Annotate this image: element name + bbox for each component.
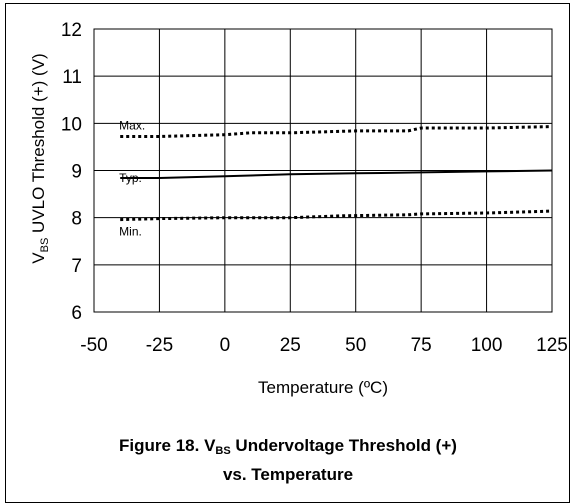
series-line-min	[120, 209, 553, 222]
x-tick-labels: -50 -25 0 25 50 75 100 125	[80, 335, 568, 356]
y-tick-label: 10	[61, 114, 82, 135]
y-axis-label-sub: BS	[39, 238, 51, 253]
series-label: Typ.	[119, 171, 142, 185]
x-tick-label: 50	[345, 335, 366, 356]
x-tick-label: 25	[280, 335, 301, 356]
y-tick-label: 7	[71, 256, 82, 277]
caption-sub: BS	[215, 445, 231, 457]
x-tick-label: -50	[80, 335, 107, 356]
series-label: Min.	[119, 225, 142, 239]
caption-suffix: Undervoltage Threshold (+)	[230, 436, 457, 455]
y-tick-label: 12	[61, 20, 82, 41]
caption-line-2: vs. Temperature	[222, 465, 354, 484]
x-axis-label: Temperature (ºC)	[258, 378, 388, 397]
y-axis-label-suffix: UVLO Threshold (+) (V)	[29, 53, 48, 237]
series-line-typ	[120, 169, 553, 179]
y-tick-label: 9	[71, 162, 82, 183]
y-tick-label: 6	[71, 303, 82, 324]
x-tick-label: -25	[146, 335, 173, 356]
caption-prefix: Figure 18. V	[119, 436, 216, 455]
y-tick-labels: 6 7 8 9 10 11 12	[61, 20, 82, 324]
figure-caption: Figure 18. VBS Undervoltage Threshold (+…	[0, 434, 576, 487]
series-layer	[120, 125, 553, 222]
series-line-max	[120, 125, 553, 138]
caption-line-1: Figure 18. VBS Undervoltage Threshold (+…	[0, 434, 576, 463]
x-tick-label: 100	[471, 335, 503, 356]
x-tick-label: 125	[536, 335, 568, 356]
series-label: Max.	[119, 119, 145, 133]
y-axis-label-prefix: V	[29, 252, 48, 264]
y-axis-label: VBS UVLO Threshold (+) (V)	[29, 53, 51, 263]
x-tick-label: 0	[220, 335, 231, 356]
series-labels: Max. Typ. Min.	[119, 119, 145, 239]
y-tick-label: 8	[71, 209, 82, 230]
y-tick-label: 11	[62, 67, 82, 88]
x-tick-label: 75	[411, 335, 432, 356]
